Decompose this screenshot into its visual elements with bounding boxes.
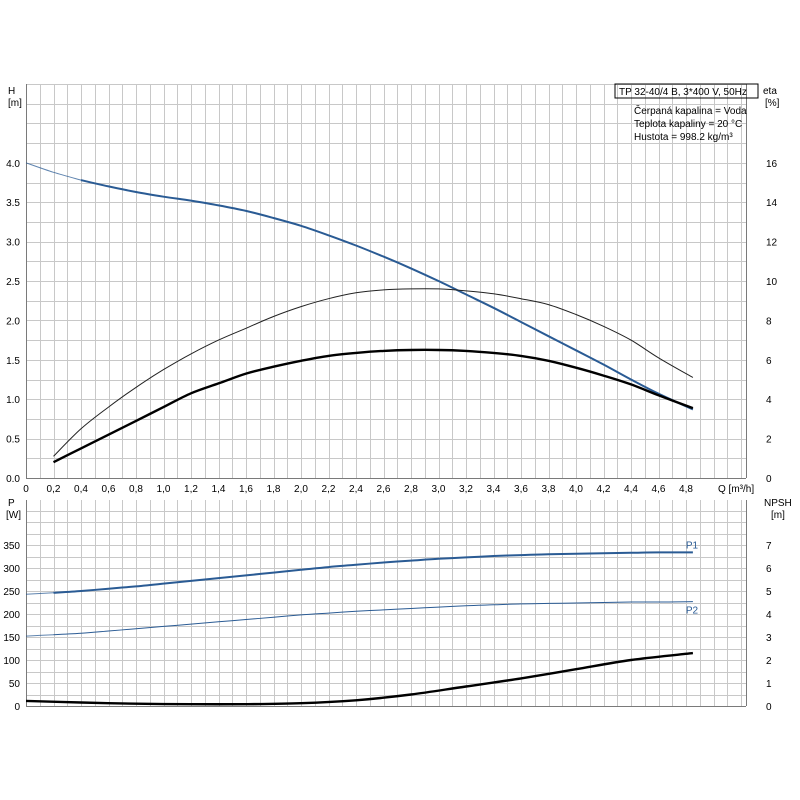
efficiency-tick-label: 14: [766, 198, 778, 209]
p2-curve-start: [25, 634, 54, 637]
head-tick-label: 0.5: [6, 435, 20, 446]
flow-tick-label: 3,4: [487, 484, 501, 495]
p1-curve: [53, 551, 693, 594]
efficiency-axis-unit: [%]: [765, 98, 780, 109]
flow-tick-label: 1,4: [212, 484, 226, 495]
head-axis-label: H: [8, 86, 15, 97]
flow-tick-label: 4,8: [679, 484, 693, 495]
npsh-tick-label: 1: [766, 679, 772, 690]
flow-tick-label: 1,2: [184, 484, 198, 495]
flow-tick-label: 4,6: [652, 484, 666, 495]
head-axis-unit: [m]: [8, 98, 22, 109]
efficiency-tick-label: 12: [766, 238, 778, 249]
flow-tick-label: 2,0: [294, 484, 308, 495]
bottom-panel-tick-labels: 0 50 100 150 200 250 300 350 0 1 2 3 4 5 6 7: [3, 541, 772, 713]
flow-tick-label: 4,0: [569, 484, 583, 495]
head-tick-label: 4.0: [6, 159, 20, 170]
flow-tick-label: 2,2: [322, 484, 336, 495]
info-title-frame: [614, 83, 759, 99]
efficiency-axis-label: eta: [763, 86, 777, 97]
power-axis-unit: [W]: [6, 510, 21, 521]
info-line-temperature: Teplota kapaliny = 20 °C: [634, 119, 742, 130]
flow-tick-label: 2,6: [377, 484, 391, 495]
efficiency-tick-label: 2: [766, 435, 772, 446]
power-tick-label: 350: [3, 541, 20, 552]
power-npsh-series-2-curve: [25, 651, 694, 706]
flow-tick-label: 3,0: [432, 484, 446, 495]
flow-tick-label: 0,4: [74, 484, 88, 495]
info-box: TP 32-40/4 B, 3*400 V, 50Hz Čerpaná kapa…: [614, 83, 759, 143]
efficiency-tick-label: 6: [766, 356, 772, 367]
info-line-fluid: Čerpaná kapalina = Voda: [634, 104, 747, 117]
flow-tick-label: 4,4: [624, 484, 638, 495]
npsh-axis-unit: [m]: [771, 510, 785, 521]
top-panel-tick-labels: 0.0 0.5 1.0 1.5 2.0 2.5 3.0 3.5 4.0 0 2 4 6 8 10 12 14 16…: [6, 159, 777, 495]
head-efficiency-series-0-curve-start: [25, 162, 82, 181]
flow-tick-label: 1,0: [157, 484, 171, 495]
p1-curve-start: [25, 592, 54, 595]
power-tick-label: 0: [14, 702, 20, 713]
flow-tick-label: 1,6: [239, 484, 253, 495]
p2-label: P2: [686, 606, 699, 617]
npsh-tick-label: 6: [766, 564, 772, 575]
power-tick-label: 200: [3, 610, 20, 621]
npsh-tick-label: 5: [766, 587, 772, 598]
flow-tick-label: 0,6: [102, 484, 116, 495]
top-panel-grid: [26, 84, 747, 479]
head-tick-label: 3.0: [6, 238, 20, 249]
head-tick-label: 0.0: [6, 474, 20, 485]
power-tick-label: 150: [3, 633, 20, 644]
flow-tick-label: 0,2: [47, 484, 61, 495]
flow-tick-label: 3,8: [542, 484, 556, 495]
head-efficiency-series-1-curve: [53, 288, 694, 457]
head-efficiency-series-2-curve: [52, 348, 694, 464]
bottom-panel-series: P1 P2: [25, 540, 699, 706]
head-tick-label: 1.5: [6, 356, 20, 367]
head-tick-label: 2.5: [6, 277, 20, 288]
flow-tick-label: 3,6: [514, 484, 528, 495]
efficiency-tick-label: 4: [766, 395, 772, 406]
flow-tick-label: 3,2: [459, 484, 473, 495]
efficiency-tick-label: 8: [766, 316, 772, 327]
power-tick-label: 100: [3, 656, 20, 667]
efficiency-tick-label: 10: [766, 277, 778, 288]
efficiency-tick-label: 16: [766, 159, 778, 170]
npsh-axis-label: NPSH: [764, 498, 792, 509]
power-tick-label: 50: [9, 679, 21, 690]
efficiency-tick-label: 0: [766, 474, 772, 485]
flow-tick-label: 2,4: [349, 484, 363, 495]
bottom-panel-grid: [26, 500, 747, 707]
head-tick-label: 3.5: [6, 198, 20, 209]
p1-label: P1: [686, 540, 699, 551]
flow-axis-label: Q [m³/h]: [718, 484, 754, 495]
npsh-tick-label: 4: [766, 610, 772, 621]
top-panel-series: [25, 162, 694, 464]
flow-tick-label: 2,8: [404, 484, 418, 495]
flow-tick-label: 0,8: [129, 484, 143, 495]
info-line-density: Hustota = 998.2 kg/m³: [634, 132, 733, 143]
p2-curve: [53, 601, 693, 636]
flow-tick-label: 0: [23, 484, 29, 495]
npsh-tick-label: 0: [766, 702, 772, 713]
power-tick-label: 300: [3, 564, 20, 575]
head-efficiency-series-0-curve: [80, 179, 694, 411]
npsh-tick-label: 7: [766, 541, 772, 552]
power-axis-label: P: [8, 498, 15, 509]
flow-tick-label: 4,2: [597, 484, 611, 495]
flow-tick-label: 1,8: [267, 484, 281, 495]
power-tick-label: 250: [3, 587, 20, 598]
head-tick-label: 2.0: [6, 316, 20, 327]
npsh-tick-label: 2: [766, 656, 772, 667]
head-tick-label: 1.0: [6, 395, 20, 406]
npsh-tick-label: 3: [766, 633, 772, 644]
info-title: TP 32-40/4 B, 3*400 V, 50Hz: [619, 87, 747, 98]
